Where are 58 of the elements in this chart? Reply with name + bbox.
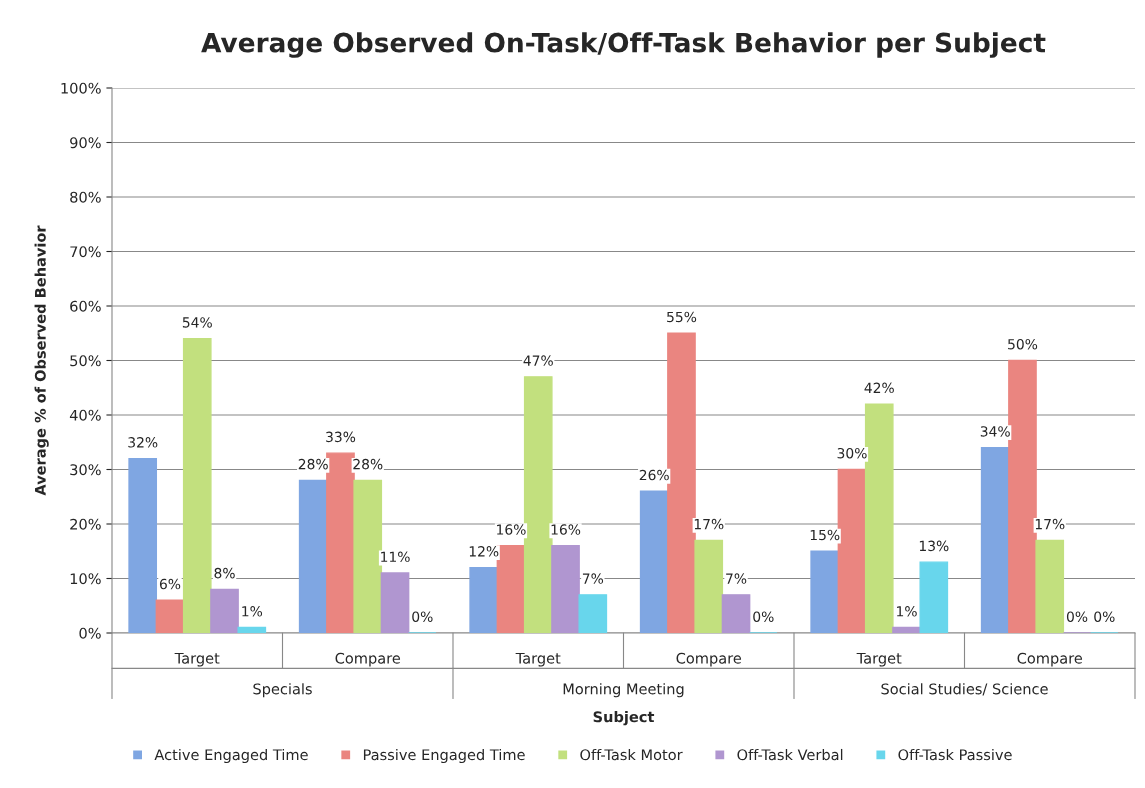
y-tick-label: 80%: [70, 191, 101, 203]
legend-label: Off-Task Verbal: [737, 748, 843, 761]
data-label: 34%: [980, 426, 1010, 437]
y-tick-label: 30%: [70, 464, 101, 476]
data-label: 11%: [381, 551, 410, 563]
data-label: 55%: [667, 311, 697, 323]
data-label: 1%: [897, 606, 917, 617]
data-label: 16%: [551, 524, 581, 535]
y-tick-label: 10%: [70, 573, 101, 585]
data-label: 47%: [523, 355, 553, 366]
data-label: 7%: [582, 573, 604, 584]
y-tick-label: 20%: [70, 518, 101, 530]
data-label: 17%: [1035, 518, 1065, 530]
x-tick-label: Compare: [335, 652, 401, 667]
data-label: 28%: [353, 458, 383, 470]
data-label: 42%: [864, 382, 894, 394]
y-tick-label: 90%: [70, 137, 101, 149]
data-label: 50%: [1008, 338, 1038, 350]
y-axis-title: Average % of Observed Behavior: [34, 225, 49, 496]
data-label: 15%: [810, 529, 840, 541]
data-label: 0%: [753, 611, 774, 622]
data-label: 30%: [837, 447, 867, 459]
chart-title: Average Observed On-Task/Off-Task Behavior per Subject: [201, 32, 1046, 58]
data-label: 13%: [919, 540, 949, 552]
y-tick-label: 50%: [70, 355, 101, 367]
data-label: 26%: [639, 469, 669, 481]
x-tick-label: Compare: [676, 652, 742, 667]
data-label: 32%: [128, 437, 158, 448]
x-tick-label: Target: [856, 652, 902, 667]
data-label: 54%: [182, 317, 212, 328]
data-label: 12%: [469, 546, 499, 557]
x-axis-title: Subject: [593, 711, 655, 726]
legend-label: Active Engaged Time: [154, 748, 308, 764]
data-label: 7%: [726, 573, 747, 584]
x-tick-label: Compare: [1017, 652, 1083, 667]
data-label: 17%: [694, 518, 724, 530]
data-label: 0%: [412, 611, 433, 622]
data-label: 28%: [298, 458, 328, 470]
y-tick-label: 70%: [70, 246, 101, 258]
y-tick-label: 60%: [70, 300, 101, 312]
data-label: 0%: [1066, 611, 1088, 622]
x-tick-label: Target: [515, 652, 561, 667]
x-tick-label: Target: [174, 652, 220, 667]
data-label: 1%: [242, 606, 263, 617]
y-tick-label: 100%: [61, 82, 101, 94]
y-tick-label: 40%: [69, 409, 101, 421]
data-label: 6%: [159, 578, 181, 590]
text: Specials: [253, 683, 312, 698]
legend-label: Passive Engaged Time: [363, 748, 525, 764]
legend-label: Off-Task Motor: [580, 748, 683, 761]
data-label: 33%: [326, 431, 356, 443]
data-label: 0%: [1094, 611, 1115, 622]
text: Morning Meeting: [563, 683, 684, 698]
y-tick-label: 0%: [79, 627, 101, 639]
data-label: 16%: [497, 524, 526, 535]
data-label: 8%: [214, 567, 235, 579]
legend-label: Off-Task Passive: [898, 748, 1012, 761]
text: Social Studies/ Science: [881, 683, 1048, 696]
